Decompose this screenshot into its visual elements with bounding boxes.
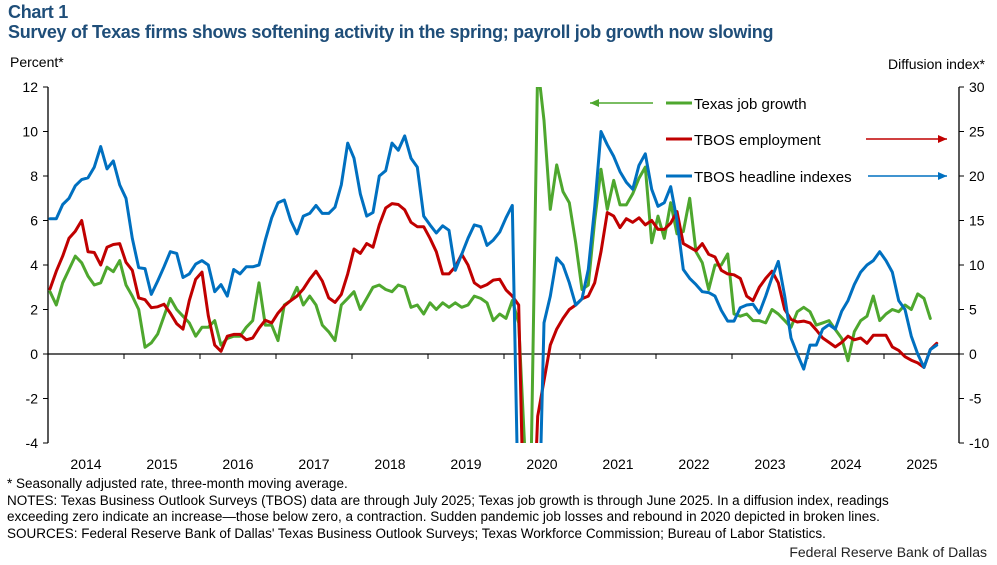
right-tick-label: 15	[969, 213, 985, 229]
x-tick-label: 2024	[830, 456, 861, 470]
right-tick-label: -5	[969, 391, 982, 407]
arrowhead-right-icon	[938, 172, 947, 180]
left-tick-label: -2	[26, 391, 39, 407]
notes-line-1: NOTES: Texas Business Outlook Surveys (T…	[7, 492, 889, 508]
sources: SOURCES: Federal Reserve Bank of Dallas'…	[7, 525, 826, 541]
series-line-tbos-headline-indexes	[48, 130, 939, 443]
right-tick-label: 20	[969, 168, 985, 184]
left-tick-label: 6	[30, 213, 38, 229]
arrowhead-left-icon	[590, 99, 599, 107]
x-tick-label: 2023	[754, 456, 785, 470]
x-tick-label: 2025	[906, 456, 937, 470]
series-lines	[48, 87, 939, 443]
footnotes: * Seasonally adjusted rate, three-month …	[7, 476, 889, 542]
left-tick-label: 8	[30, 168, 38, 184]
x-tick-label: 2015	[146, 456, 177, 470]
legend-label-texas-job-growth: Texas job growth	[694, 96, 807, 113]
x-tick-label: 2016	[222, 456, 253, 470]
x-tick-label: 2022	[678, 456, 709, 470]
x-tick-label: 2020	[526, 456, 557, 470]
right-tick-label: -10	[969, 435, 989, 451]
x-tick-label: 2019	[450, 456, 481, 470]
x-tick-label: 2018	[374, 456, 405, 470]
left-tick-label: 12	[22, 79, 38, 95]
notes-line-2: exceeding zero indicate an increase—thos…	[7, 509, 880, 524]
right-tick-label: 5	[969, 302, 977, 318]
right-tick-label: 30	[969, 79, 985, 95]
x-tick-label: 2021	[602, 456, 633, 470]
x-tick-label: 2017	[298, 456, 329, 470]
legend: Texas job growth TBOS employment TBOS head…	[590, 96, 947, 186]
footnote-asterisk: * Seasonally adjusted rate, three-month …	[7, 476, 348, 491]
right-tick-label: 0	[969, 346, 977, 362]
legend-label-tbos-headline-indexes: TBOS headline indexes	[694, 169, 852, 186]
left-tick-label: 0	[30, 346, 38, 362]
left-tick-label: 4	[30, 257, 38, 273]
left-axis-label: Percent*	[10, 54, 64, 70]
x-tick-label: 2014	[70, 456, 101, 470]
chart-title: Survey of Texas firms shows softening ac…	[8, 22, 774, 42]
credit-line: Federal Reserve Bank of Dallas	[789, 544, 987, 560]
left-tick-label: -4	[26, 435, 39, 451]
arrowhead-right-icon	[938, 135, 947, 143]
left-tick-label: 2	[30, 302, 38, 318]
right-axis-label: Diffusion index*	[887, 56, 985, 72]
left-tick-label: 10	[22, 124, 38, 140]
right-tick-label: 25	[969, 124, 985, 140]
chart-number: Chart 1	[8, 2, 68, 22]
legend-label-tbos-employment: TBOS employment	[694, 132, 822, 149]
series-line-tbos-employment	[48, 202, 939, 443]
series-line-texas-job-growth	[48, 87, 932, 443]
right-tick-label: 10	[969, 257, 985, 273]
